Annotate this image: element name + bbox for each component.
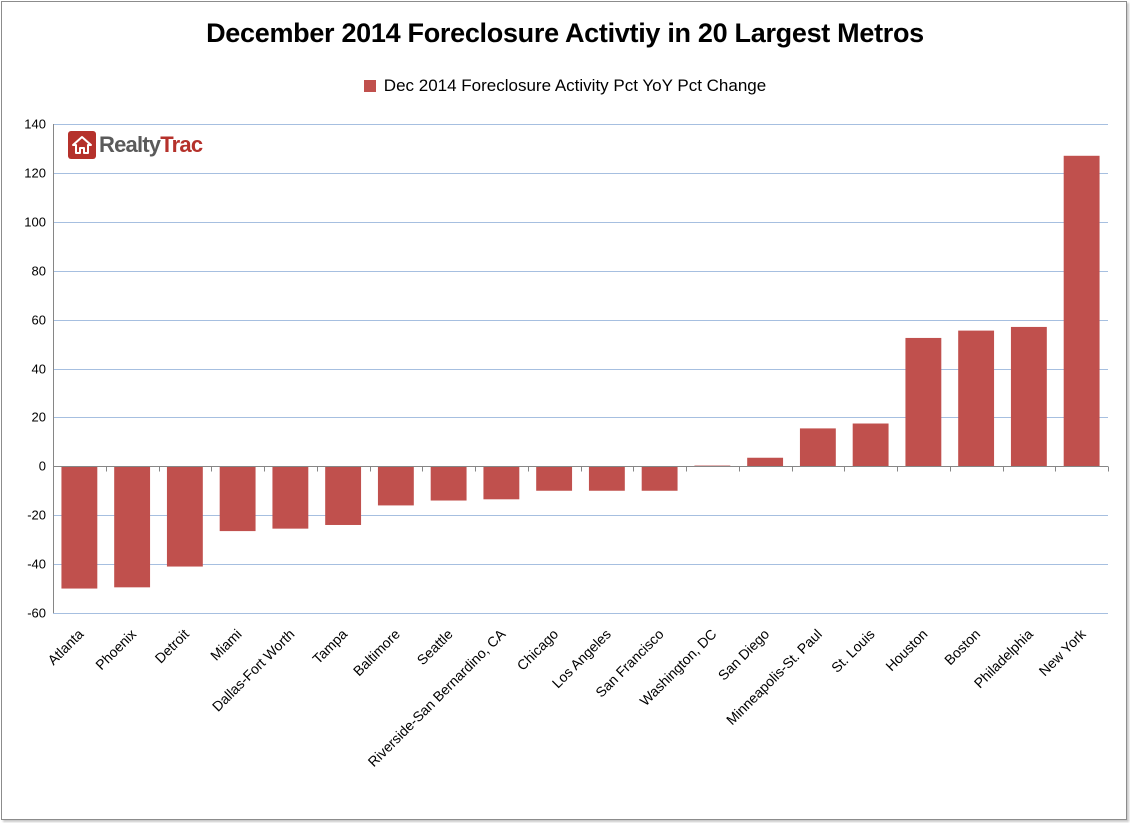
legend-swatch xyxy=(363,80,376,92)
house-icon xyxy=(68,131,96,159)
y-tick-label: 20 xyxy=(32,410,46,425)
y-tick-label: 120 xyxy=(24,166,46,181)
x-tick-label: Atlanta xyxy=(44,626,86,668)
bar xyxy=(536,466,573,491)
realtytrac-logo: RealtyTrac xyxy=(68,131,203,159)
bar xyxy=(483,466,520,500)
bar xyxy=(1010,326,1047,467)
x-tick-label: Miami xyxy=(207,626,245,664)
y-tick-label: -40 xyxy=(27,557,46,572)
logo-realty-text: Realty xyxy=(99,132,161,157)
x-tick-label: Boston xyxy=(941,626,983,668)
bar xyxy=(747,457,784,467)
y-tick-label: 60 xyxy=(32,313,46,328)
y-tick-label: 40 xyxy=(32,362,46,377)
x-tick-label: Baltimore xyxy=(350,626,403,679)
bar xyxy=(325,466,362,525)
x-tick-label: Seattle xyxy=(414,626,456,668)
bar xyxy=(272,466,309,529)
y-tick-label: -20 xyxy=(27,508,46,523)
x-tick-label: Houston xyxy=(882,626,930,674)
legend-label: Dec 2014 Foreclosure Activity Pct YoY Pc… xyxy=(383,76,767,95)
bar xyxy=(1063,155,1100,467)
bar xyxy=(958,330,995,467)
bar xyxy=(852,423,889,467)
y-tick-label: 100 xyxy=(24,215,46,230)
bar xyxy=(219,466,256,532)
logo-trac-text: Trac xyxy=(160,132,203,157)
x-tick-label: St. Louis xyxy=(828,626,878,676)
y-tick-label: -60 xyxy=(27,606,46,621)
x-tick-label: Phoenix xyxy=(92,626,139,673)
y-tick-label: 140 xyxy=(24,117,46,132)
x-tick-label: New York xyxy=(1036,625,1090,679)
bar xyxy=(114,466,151,588)
x-tick-label: Tampa xyxy=(309,626,350,667)
bar xyxy=(641,466,678,491)
bar xyxy=(799,428,836,467)
bar xyxy=(430,466,467,501)
bar xyxy=(588,466,625,491)
x-tick-label: Minneapolis-St. Paul xyxy=(723,626,825,728)
x-tick-label: Chicago xyxy=(514,626,562,674)
y-tick-label: 0 xyxy=(39,459,46,474)
y-tick-label: 80 xyxy=(32,264,46,279)
legend: Dec 2014 Foreclosure Activity Pct YoY Pc… xyxy=(0,76,1130,96)
bar xyxy=(905,337,942,467)
chart-title: December 2014 Foreclosure Activtiy in 20… xyxy=(206,18,924,48)
bar xyxy=(166,466,203,567)
bar xyxy=(61,466,98,589)
x-tick-label: Detroit xyxy=(152,626,193,667)
bar xyxy=(377,466,414,506)
